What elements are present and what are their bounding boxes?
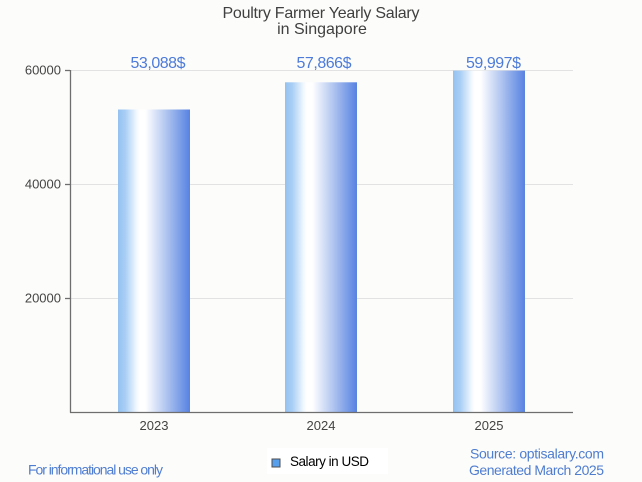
svg-text:53,088$: 53,088$ bbox=[131, 55, 186, 72]
svg-text:Salary in USD: Salary in USD bbox=[290, 454, 369, 469]
svg-text:2024: 2024 bbox=[307, 418, 336, 433]
svg-text:For informational use only: For informational use only bbox=[28, 462, 163, 478]
svg-text:in Singapore: in Singapore bbox=[277, 21, 367, 38]
svg-text:20000: 20000 bbox=[25, 291, 61, 306]
svg-text:Generated March 2025: Generated March 2025 bbox=[469, 462, 604, 478]
svg-text:2025: 2025 bbox=[475, 418, 504, 433]
svg-text:2023: 2023 bbox=[140, 418, 169, 433]
svg-text:40000: 40000 bbox=[25, 177, 61, 192]
svg-text:Poultry Farmer Yearly Salary: Poultry Farmer Yearly Salary bbox=[223, 5, 420, 22]
svg-text:Source: optisalary.com: Source: optisalary.com bbox=[470, 446, 604, 462]
svg-text:59,997$: 59,997$ bbox=[466, 55, 521, 72]
svg-text:57,866$: 57,866$ bbox=[297, 55, 352, 72]
svg-text:60000: 60000 bbox=[25, 63, 61, 78]
